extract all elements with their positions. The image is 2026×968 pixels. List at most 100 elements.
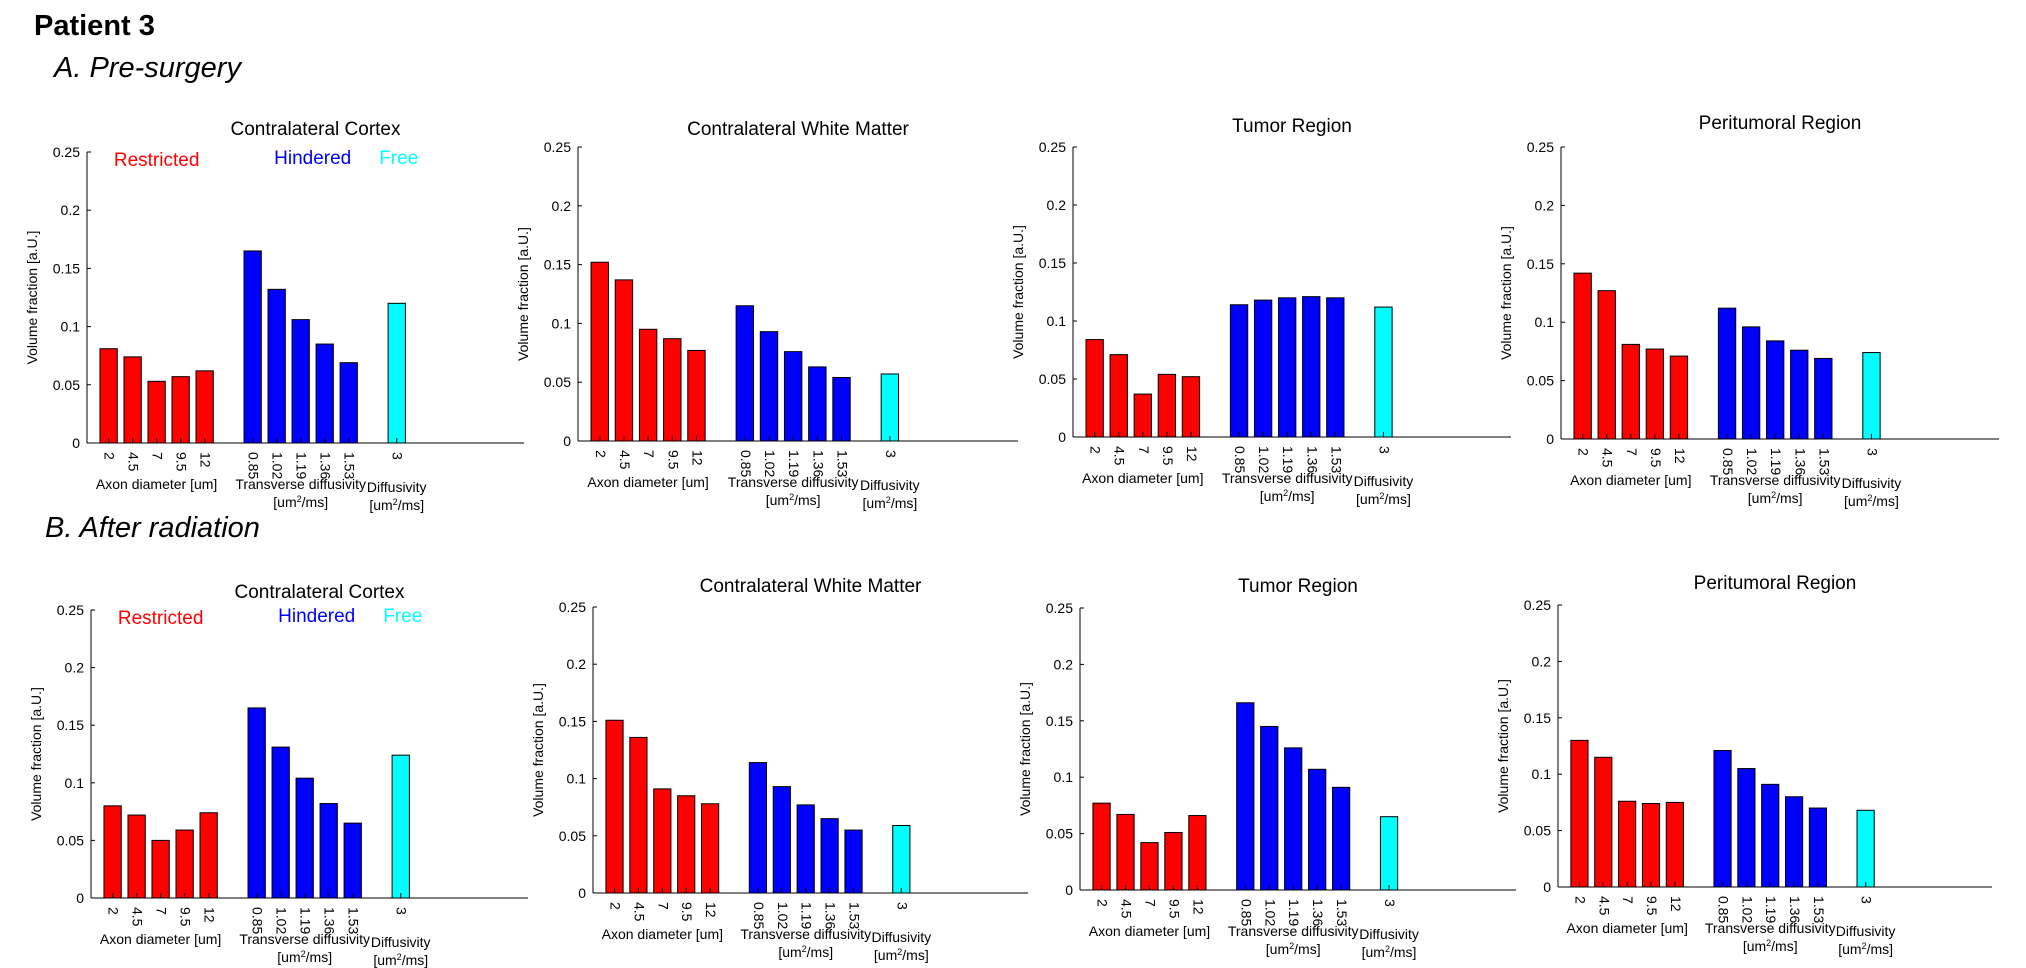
x-tick-label: 12	[202, 907, 218, 923]
x-tick-label: 1.19	[294, 452, 310, 479]
x-tick-label: 12	[1190, 899, 1206, 915]
bar-hindered	[1784, 796, 1804, 888]
bar-hindered	[339, 362, 358, 444]
bar-restricted	[1641, 803, 1661, 888]
x-tick-label: 0.85	[1720, 448, 1736, 475]
bar-hindered	[1814, 357, 1833, 440]
patient-title: Patient 3	[34, 10, 155, 42]
bar-hindered	[783, 351, 803, 442]
x-tick-label: 3	[1859, 896, 1875, 904]
x-tick-label: 4.5	[1112, 446, 1128, 466]
bar-restricted	[151, 839, 170, 899]
bar-restricted	[1621, 343, 1640, 440]
x-tick-label: 1.36	[318, 452, 334, 479]
x-tick-label: 0.85	[1232, 446, 1248, 473]
y-tick-label: 0.05	[53, 377, 80, 393]
y-axis-label: Volume fraction [a.U.]	[515, 227, 531, 361]
y-tick-label: 0.1	[567, 771, 587, 787]
bar-hindered	[1713, 750, 1732, 888]
x-tick-label: 9.5	[665, 450, 681, 470]
x-tick-label: 2	[102, 452, 118, 460]
x-tick-label: 12	[1672, 448, 1688, 464]
x-tick-label: 12	[703, 902, 719, 918]
x-tick-label: 1.02	[1744, 448, 1760, 475]
x-tick-label: 1.53	[847, 902, 863, 929]
bar-restricted	[1188, 815, 1207, 891]
bar-hindered	[808, 366, 827, 442]
bar-hindered	[796, 804, 815, 894]
x-tick-label: 4.5	[130, 907, 146, 927]
y-tick-label: 0.25	[544, 139, 571, 155]
legend-restricted: Restricted	[118, 608, 204, 629]
legend-free: Free	[379, 148, 418, 169]
y-tick-label: 0	[76, 890, 84, 906]
chart-title: Contralateral White Matter	[700, 576, 922, 597]
x-label-hindered: Transverse diffusivity	[239, 931, 370, 947]
x-label-hindered: Transverse diffusivity	[728, 474, 859, 490]
legend-hindered: Hindered	[278, 606, 355, 627]
x-tick-label: 12	[1184, 446, 1200, 462]
bar-restricted	[1116, 813, 1135, 891]
x-tick-label: 4.5	[1600, 448, 1616, 468]
x-label-hindered-unit: [um2/ms]	[778, 944, 833, 960]
bar-hindered	[1331, 786, 1351, 891]
y-tick-label: 0.1	[1532, 766, 1552, 782]
y-tick-label: 0.1	[61, 319, 81, 335]
y-tick-label: 0.25	[1046, 600, 1073, 616]
y-tick-label: 0.05	[1527, 373, 1554, 389]
chart-title: Contralateral White Matter	[687, 119, 909, 140]
bar-restricted	[629, 736, 648, 894]
bar-restricted	[1618, 800, 1637, 888]
bar-restricted	[171, 376, 190, 444]
y-axis-label: Volume fraction [a.U.]	[1498, 226, 1514, 360]
bar-restricted	[653, 788, 672, 894]
x-tick-label: 1.36	[823, 902, 839, 929]
bar-restricted	[1109, 354, 1128, 438]
x-label-hindered: Transverse diffusivity	[1710, 472, 1841, 488]
x-tick-label: 9.5	[1160, 446, 1176, 466]
bar-restricted	[1594, 756, 1613, 888]
x-label-free: Diffusivity	[860, 477, 920, 493]
x-label-free-unit: [um2/ms]	[862, 495, 917, 511]
x-tick-label: 0.85	[250, 907, 266, 934]
y-axis-label: Volume fraction [a.U.]	[1495, 679, 1511, 813]
x-tick-label: 1.02	[1256, 446, 1272, 473]
y-tick-label: 0.1	[1054, 769, 1074, 785]
bar-free	[1374, 306, 1393, 438]
y-tick-label: 0.2	[1054, 656, 1074, 672]
bar-restricted	[1669, 355, 1689, 440]
bar-restricted	[605, 719, 624, 894]
y-tick-label: 0	[72, 435, 80, 451]
y-tick-label: 0.15	[1039, 255, 1066, 271]
bar-hindered	[844, 829, 863, 894]
bar-free	[1862, 352, 1881, 440]
bar-restricted	[663, 338, 682, 442]
x-tick-label: 9.5	[1648, 448, 1664, 468]
bar-hindered	[1260, 725, 1279, 891]
bar-free	[1379, 816, 1399, 891]
x-tick-label: 1.53	[342, 452, 358, 479]
x-tick-label: 1.53	[346, 907, 362, 934]
bar-restricted	[614, 279, 634, 442]
x-tick-label: 2	[1572, 896, 1588, 904]
bar-hindered	[1326, 297, 1345, 438]
x-tick-label: 4.5	[1119, 899, 1135, 919]
bar-hindered	[1302, 296, 1321, 438]
y-tick-label: 0	[563, 433, 571, 449]
x-tick-label: 9.5	[1166, 899, 1182, 919]
y-tick-label: 0.2	[1047, 197, 1067, 213]
bar-restricted	[1164, 831, 1183, 891]
y-tick-label: 0.2	[65, 660, 85, 676]
y-tick-label: 0	[578, 885, 586, 901]
x-tick-label: 1.36	[1787, 896, 1803, 923]
x-label-hindered: Transverse diffusivity	[1705, 920, 1836, 936]
bar-restricted	[199, 812, 218, 899]
bar-hindered	[271, 746, 290, 899]
x-tick-label: 1.53	[1334, 899, 1350, 926]
y-tick-label: 0.05	[1524, 823, 1551, 839]
bar-restricted	[1597, 290, 1616, 440]
bar-hindered	[832, 376, 851, 442]
bar-hindered	[1766, 340, 1785, 440]
y-tick-label: 0.05	[544, 374, 571, 390]
x-label-free: Diffusivity	[371, 934, 431, 950]
